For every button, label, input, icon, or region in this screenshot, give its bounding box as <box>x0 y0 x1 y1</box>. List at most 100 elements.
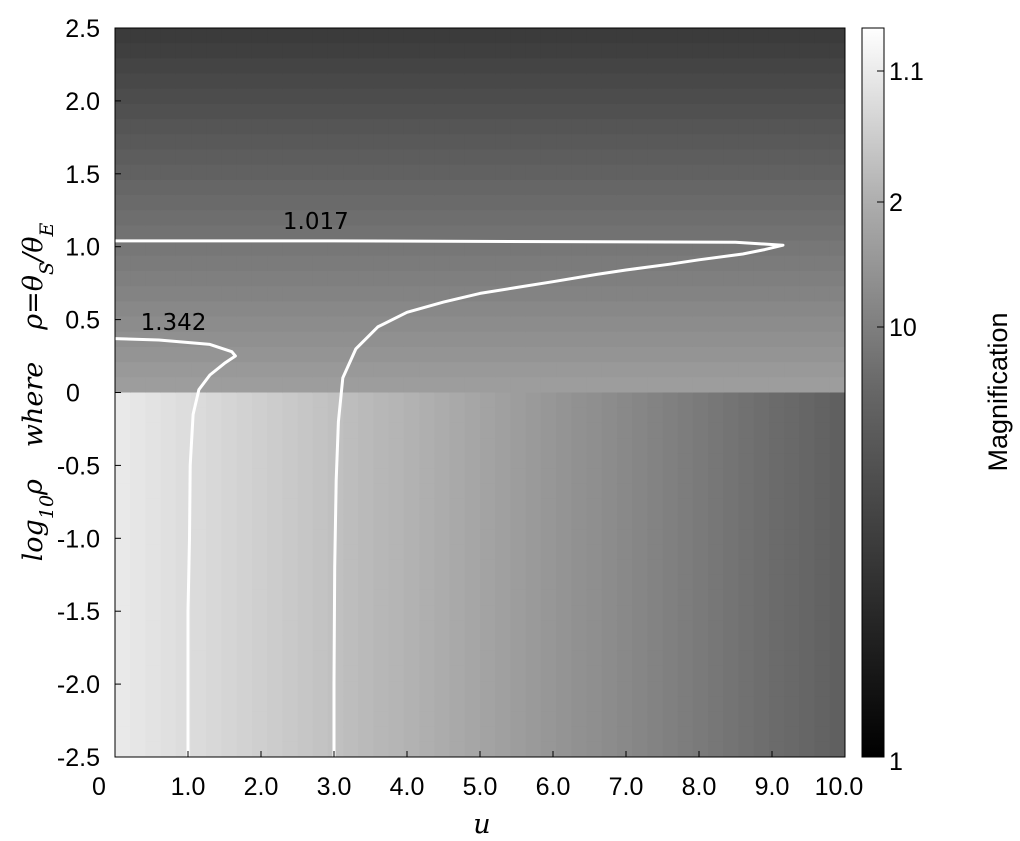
heatmap-cell <box>297 377 314 394</box>
heatmap-cell <box>115 103 131 120</box>
heatmap-cell <box>343 103 359 120</box>
heatmap-cell <box>723 331 740 348</box>
heatmap-cell <box>480 559 496 576</box>
heatmap-cell <box>586 681 603 697</box>
heatmap-cell <box>510 210 527 227</box>
heatmap-cell <box>708 149 724 166</box>
heatmap-cell <box>434 544 451 561</box>
heatmap-cell <box>221 88 238 105</box>
heatmap-cell <box>130 88 147 105</box>
heatmap-cell <box>221 210 238 227</box>
heatmap-cell <box>464 43 481 59</box>
heatmap-cell <box>221 407 238 424</box>
heatmap-cell <box>312 635 329 652</box>
heatmap-cell <box>784 468 800 485</box>
heatmap-cell <box>601 103 618 120</box>
heatmap-cell <box>145 240 162 257</box>
heatmap-cell <box>464 711 481 728</box>
heatmap-cell <box>358 43 375 59</box>
heatmap-cell <box>160 711 177 728</box>
heatmap-cell <box>601 179 618 196</box>
heatmap-cell <box>206 164 223 181</box>
heatmap-cell <box>753 544 770 561</box>
heatmap-cell <box>373 498 390 515</box>
heatmap-cell <box>738 544 755 561</box>
heatmap-cell <box>236 195 253 211</box>
heatmap-cell <box>556 696 572 713</box>
heatmap-cell <box>738 605 755 621</box>
heatmap-cell <box>160 362 177 378</box>
heatmap-cell <box>464 665 481 682</box>
heatmap-cell <box>373 711 390 728</box>
heatmap-cell <box>540 514 557 530</box>
heatmap-cell <box>540 483 557 500</box>
heatmap-cell <box>692 605 709 621</box>
heatmap-cell <box>434 468 451 485</box>
heatmap-cell <box>647 134 664 151</box>
heatmap-cell <box>586 438 603 454</box>
heatmap-cell <box>738 103 755 120</box>
heatmap-cell <box>419 529 435 545</box>
heatmap-cell <box>632 362 648 378</box>
y-axis-label: log10ρwhereρ=θS/θE <box>18 223 58 562</box>
heatmap-cell <box>829 605 845 621</box>
heatmap-cell <box>510 498 527 515</box>
heatmap-cell <box>768 681 785 697</box>
heatmap-cell <box>403 362 420 378</box>
heatmap-cell <box>586 422 603 439</box>
heatmap-cell <box>236 225 253 242</box>
heatmap-cell <box>115 438 131 454</box>
heatmap-cell <box>692 88 709 105</box>
heatmap-cell <box>221 422 238 439</box>
x-tick-label: 10.0 <box>815 773 864 801</box>
heatmap-cell <box>191 620 207 637</box>
heatmap-cell <box>145 164 162 181</box>
heatmap-cell <box>829 103 845 120</box>
heatmap-cell <box>282 316 299 333</box>
heatmap-cell <box>571 377 588 394</box>
heatmap-cell <box>723 665 740 682</box>
heatmap-cell <box>358 483 375 500</box>
heatmap-cell <box>312 88 329 105</box>
heatmap-cell <box>647 58 664 75</box>
heatmap-cell <box>601 134 618 151</box>
heatmap-cell <box>723 195 740 211</box>
heatmap-cell <box>784 635 800 652</box>
heatmap-cell <box>191 362 207 378</box>
heatmap-cell <box>358 574 375 591</box>
heatmap-cell <box>373 635 390 652</box>
heatmap-cell <box>571 119 588 135</box>
heatmap-cell <box>540 225 557 242</box>
heatmap-cell <box>206 681 223 697</box>
heatmap-cell <box>723 620 740 637</box>
heatmap-cell <box>708 422 724 439</box>
heatmap-cell <box>327 377 344 394</box>
heatmap-cell <box>358 301 375 318</box>
heatmap-cell <box>145 28 162 44</box>
heatmap-cell <box>768 605 785 621</box>
heatmap-cell <box>175 58 192 75</box>
heatmap-cell <box>206 316 223 333</box>
heatmap-cell <box>829 544 845 561</box>
heatmap-cell <box>480 544 496 561</box>
heatmap-cell <box>647 620 664 637</box>
heatmap-cell <box>799 301 816 318</box>
heatmap-cell <box>236 179 253 196</box>
heatmap-cell <box>647 301 664 318</box>
heatmap-cell <box>495 346 512 363</box>
heatmap-cell <box>343 225 359 242</box>
heatmap-cell <box>753 711 770 728</box>
heatmap-cell <box>799 422 816 439</box>
heatmap-cell <box>388 362 405 378</box>
heatmap-cell <box>753 119 770 135</box>
heatmap-cell <box>373 559 390 576</box>
heatmap-cell <box>601 620 618 637</box>
heatmap-cell <box>115 635 131 652</box>
heatmap-cell <box>753 179 770 196</box>
heatmap-cell <box>160 438 177 454</box>
heatmap-cell <box>814 605 831 621</box>
heatmap-cell <box>464 271 481 287</box>
heatmap-cell <box>495 407 512 424</box>
heatmap-cell <box>708 377 724 394</box>
heatmap-cell <box>601 696 618 713</box>
